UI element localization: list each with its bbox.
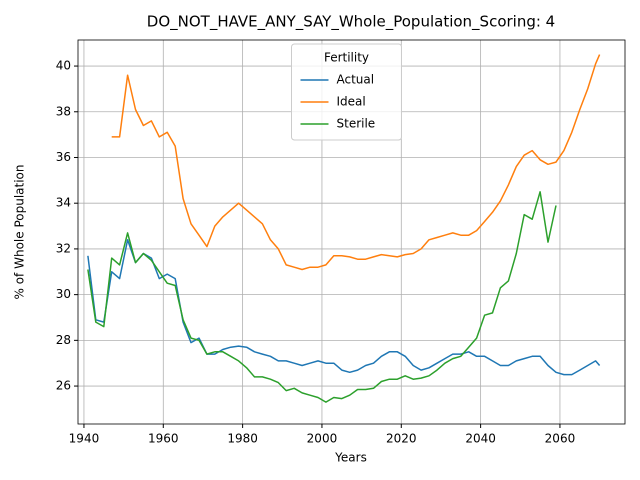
data-line [87, 191, 557, 403]
data-line [111, 54, 601, 271]
y-tick-label: 32 [56, 241, 71, 255]
y-tick-label: 30 [56, 287, 71, 301]
y-tick-label: 40 [56, 59, 71, 73]
legend-label: Sterile [337, 117, 376, 131]
x-tick-label: 2020 [386, 432, 417, 446]
y-tick-label: 38 [56, 104, 71, 118]
x-tick-label: 2040 [465, 432, 496, 446]
x-tick-label: 1960 [148, 432, 179, 446]
x-tick-label: 2060 [545, 432, 576, 446]
y-axis-label: % of Whole Population [13, 165, 27, 300]
y-tick-label: 34 [56, 196, 71, 210]
legend-box [291, 43, 402, 141]
y-tick-label: 36 [56, 150, 71, 164]
x-tick-label: 2000 [307, 432, 338, 446]
legend-label: Ideal [337, 95, 366, 109]
x-axis-label: Years [334, 451, 367, 465]
chart-title: DO_NOT_HAVE_ANY_SAY_Whole_Population_Sco… [147, 13, 555, 32]
y-tick-label: 26 [56, 379, 71, 393]
legend-title: Fertility [324, 51, 369, 65]
x-tick-label: 1940 [69, 432, 100, 446]
plot-frame [77, 39, 626, 425]
data-line [87, 239, 601, 376]
x-tick-label: 1980 [227, 432, 258, 446]
legend-label: Actual [337, 73, 375, 87]
y-tick-label: 28 [56, 333, 71, 347]
